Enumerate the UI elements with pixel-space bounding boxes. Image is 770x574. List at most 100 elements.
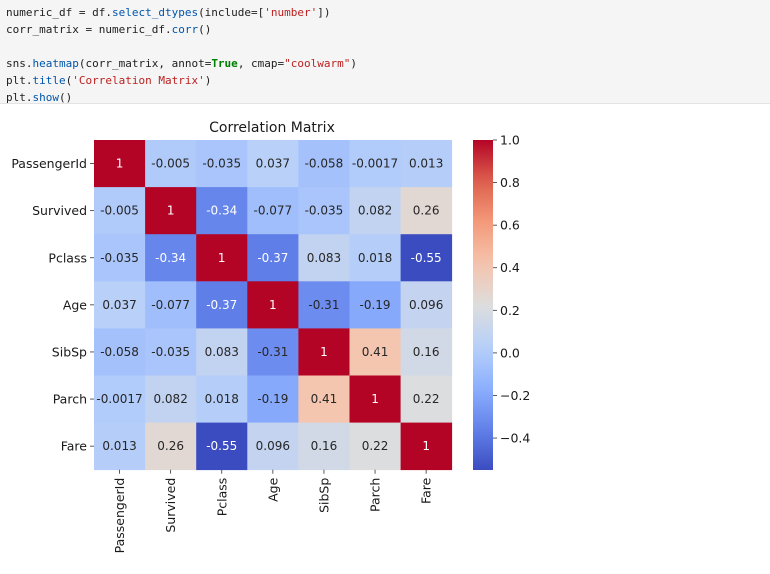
- heatmap-cell: [145, 328, 197, 376]
- x-tick-label: Pclass: [214, 478, 229, 517]
- cell-annotation: -0.19: [360, 298, 391, 312]
- heatmap-figure: Correlation Matrix 1 -0.005 -0.035 0.037 -0.…: [11, 120, 530, 554]
- heatmap-cell: [349, 281, 401, 329]
- cell-annotation: 1: [269, 298, 277, 312]
- code-line: corr_matrix = numeric_df.corr(): [6, 23, 211, 36]
- heatmap-cell: [298, 187, 350, 235]
- heatmap-cell: [349, 328, 401, 376]
- cell-annotation: -0.005: [151, 157, 190, 171]
- y-tick-label: Parch: [53, 392, 87, 407]
- cell-output: Correlation Matrix 1 -0.005 -0.035 0.037 -0.…: [0, 104, 770, 570]
- heatmap-cell: [349, 422, 401, 471]
- x-tick-label: SibSp: [316, 478, 331, 513]
- chart-title: Correlation Matrix: [209, 120, 335, 136]
- cell-annotation: 0.013: [409, 157, 443, 171]
- heatmap-cell: [400, 234, 453, 282]
- cell-annotation: -0.035: [151, 345, 190, 359]
- heatmap-cell: [94, 422, 146, 471]
- cell-annotation: 0.082: [358, 204, 392, 218]
- heatmap-cell: [400, 422, 453, 471]
- y-tick-label: Fare: [61, 439, 88, 454]
- cell-annotation: 0.096: [256, 439, 290, 453]
- cell-annotation: -0.0017: [352, 157, 398, 171]
- heatmap-cell: [145, 281, 197, 329]
- heatmap-cell: [400, 187, 453, 235]
- cell-annotation: 1: [167, 204, 175, 218]
- heatmap-cell: [94, 375, 146, 423]
- heatmap-cell: [247, 234, 299, 282]
- cell-annotation: -0.55: [411, 251, 442, 265]
- x-tick-label: Parch: [368, 478, 383, 512]
- y-tick-label: Pclass: [48, 250, 87, 265]
- heatmap-cell: [196, 375, 248, 423]
- cell-annotation: -0.37: [206, 298, 237, 312]
- colorbar-tick-label: 0.8: [500, 175, 520, 190]
- heatmap-cell: [349, 234, 401, 282]
- cell-annotation: 0.22: [362, 439, 389, 453]
- cell-annotation: 1: [320, 345, 328, 359]
- code-token: ]): [317, 6, 331, 19]
- heatmap-cell: [247, 328, 299, 376]
- colorbar-tick-label: 0.4: [500, 260, 520, 275]
- cell-annotation: -0.058: [100, 345, 139, 359]
- heatmap-cell: [145, 234, 197, 282]
- cell-annotation: -0.31: [308, 298, 339, 312]
- cell-annotation: 0.082: [153, 392, 187, 406]
- code-token: title: [32, 74, 66, 87]
- cell-annotation: 0.037: [256, 157, 290, 171]
- heatmap-cell: [94, 187, 146, 235]
- heatmap-cells: 1 -0.005 -0.035 0.037 -0.058 -0.0017 0.013 -0.0…: [94, 140, 453, 471]
- y-tick-label: Age: [63, 297, 87, 312]
- colorbar-ticks: 1.0 0.8 0.6 0.4 0.2 0.0 −0.2 −0.4: [493, 133, 530, 446]
- x-tick-label: PassengerId: [112, 478, 127, 554]
- cell-annotation: 0.018: [358, 251, 392, 265]
- code-token: show: [32, 91, 60, 104]
- code-token: ): [204, 74, 212, 87]
- code-editor[interactable]: numeric_df = df.select_dtypes(include=['…: [6, 4, 357, 106]
- code-token: (include=[: [198, 6, 265, 19]
- heatmap-cell: [298, 234, 350, 282]
- code-token: (): [198, 23, 212, 36]
- cell-annotation: 0.41: [362, 345, 389, 359]
- colorbar-tick-label: 1.0: [500, 133, 520, 148]
- heatmap-cell: [196, 328, 248, 376]
- heatmap-cell: [94, 328, 146, 376]
- code-token: corr: [171, 23, 199, 36]
- heatmap-cell: [247, 140, 299, 188]
- x-tick-label: Fare: [419, 477, 434, 504]
- heatmap-cell: [94, 140, 146, 188]
- heatmap-cell: [298, 328, 350, 376]
- cell-annotation: 1: [218, 251, 226, 265]
- heatmap-cell: [145, 422, 197, 471]
- code-cell[interactable]: numeric_df = df.select_dtypes(include=['…: [0, 0, 770, 104]
- code-token: sns.: [6, 57, 33, 70]
- heatmap-cell: [298, 281, 350, 329]
- code-token: True: [211, 57, 238, 70]
- heatmap-cell: [247, 187, 299, 235]
- heatmap-cell: [400, 140, 453, 188]
- x-tick-label: Survived: [163, 478, 178, 533]
- cell-annotation: -0.058: [305, 157, 344, 171]
- code-token: (corr_matrix, annot=: [78, 57, 212, 70]
- heatmap-cell: [400, 281, 453, 329]
- cell-annotation: -0.31: [257, 345, 288, 359]
- code-token: heatmap: [32, 57, 79, 70]
- y-tick-label: PassengerId: [11, 156, 87, 171]
- heatmap-cell: [298, 140, 350, 188]
- code-token: ): [350, 57, 358, 70]
- cell-annotation: 0.013: [102, 439, 136, 453]
- cell-annotation: 1: [116, 157, 124, 171]
- colorbar-tick-label: −0.4: [500, 431, 530, 446]
- colorbar: [473, 140, 493, 470]
- heatmap-cell: [247, 375, 299, 423]
- cell-annotation: 0.16: [413, 345, 440, 359]
- cell-annotation: -0.55: [206, 439, 237, 453]
- y-tick-label: SibSp: [52, 344, 87, 359]
- code-token: "coolwarm": [284, 57, 351, 70]
- y-tick-label: Survived: [32, 203, 87, 218]
- cell-annotation: -0.005: [100, 204, 139, 218]
- heatmap-cell: [349, 375, 401, 423]
- cell-annotation: 0.083: [205, 345, 239, 359]
- cell-annotation: 0.26: [413, 204, 440, 218]
- code-line: plt.title('Correlation Matrix'): [6, 74, 211, 87]
